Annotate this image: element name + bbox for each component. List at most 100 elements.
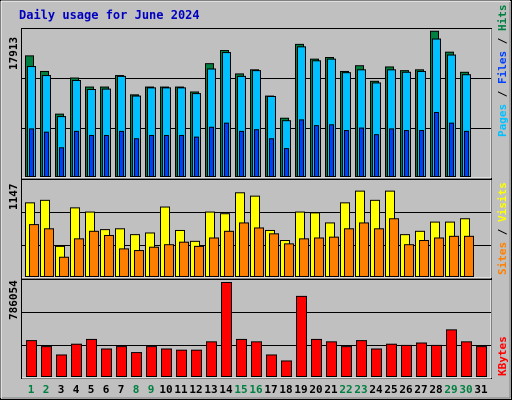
kbytes-kbytes-bar-day-9 xyxy=(146,346,157,377)
x-tick-day-30: 30 xyxy=(459,383,472,396)
x-tick-day-5: 5 xyxy=(88,383,95,396)
chart-title: Daily usage for June 2024 xyxy=(19,8,200,22)
x-tick-day-31: 31 xyxy=(474,383,488,396)
visits-sites-bar-day-30 xyxy=(464,235,474,278)
visits-sites-bar-day-20 xyxy=(314,237,324,277)
hits-pages-bar-day-20 xyxy=(314,125,319,177)
visits-legend: Sites / Visits xyxy=(496,182,509,275)
visits-sites-bar-day-16 xyxy=(254,227,264,278)
hits-pages-bar-day-5 xyxy=(89,134,94,178)
x-tick-day-20: 20 xyxy=(309,383,322,396)
kbytes-kbytes-bar-day-15 xyxy=(236,338,247,377)
visits-sites-bar-day-12 xyxy=(194,245,204,277)
hits-pages-bar-day-10 xyxy=(164,134,169,178)
x-tick-day-8: 8 xyxy=(133,383,140,396)
x-tick-day-18: 18 xyxy=(279,383,292,396)
x-tick-day-13: 13 xyxy=(204,383,217,396)
kbytes-kbytes-bar-day-1 xyxy=(26,340,37,377)
visits-sites-bar-day-19 xyxy=(299,238,309,278)
visits-sites-bar-day-23 xyxy=(359,222,369,277)
kbytes-kbytes-bar-day-19 xyxy=(296,295,307,377)
x-tick-day-15: 15 xyxy=(234,383,247,396)
hits-pages-bar-day-24 xyxy=(374,134,379,178)
hits-pages-bar-day-19 xyxy=(299,119,304,177)
visits-sites-bar-day-17 xyxy=(269,233,279,277)
visits-sites-bar-day-3 xyxy=(59,256,69,278)
visits-sites-bar-day-9 xyxy=(149,246,159,278)
x-tick-day-25: 25 xyxy=(384,383,397,396)
kbytes-kbytes-bar-day-5 xyxy=(86,338,97,377)
legend-kbytes: KBytes xyxy=(496,336,509,376)
x-tick-day-21: 21 xyxy=(324,383,338,396)
x-tick-day-24: 24 xyxy=(369,383,383,396)
kbytes-kbytes-bar-day-6 xyxy=(101,348,112,377)
visits-sites-bar-day-25 xyxy=(389,218,399,277)
kbytes-kbytes-bar-day-7 xyxy=(116,346,127,377)
visits-sites-bar-day-27 xyxy=(419,240,429,278)
hits-pages-bar-day-13 xyxy=(209,126,214,177)
visits-sites-bar-day-6 xyxy=(104,234,114,277)
visits-sites-bar-day-1 xyxy=(29,224,39,277)
x-tick-day-3: 3 xyxy=(58,383,65,396)
kbytes-legend: KBytes xyxy=(496,336,509,376)
hits-pages-bar-day-2 xyxy=(44,131,49,178)
x-tick-day-22: 22 xyxy=(339,383,352,396)
kbytes-kbytes-bar-day-17 xyxy=(266,354,277,377)
hits-pages-bar-day-11 xyxy=(179,134,184,178)
kbytes-kbytes-bar-day-13 xyxy=(206,341,217,377)
kbytes-kbytes-bar-day-27 xyxy=(416,342,427,377)
kbytes-kbytes-bar-day-24 xyxy=(371,348,382,377)
visits-sites-bar-day-24 xyxy=(374,228,384,277)
hits-pages-bar-day-29 xyxy=(449,122,454,177)
kbytes-kbytes-bar-day-20 xyxy=(311,338,322,377)
x-tick-day-29: 29 xyxy=(444,383,457,396)
visits-sites-bar-day-28 xyxy=(434,237,444,277)
visits-sites-bar-day-10 xyxy=(164,244,174,278)
kbytes-kbytes-bar-day-16 xyxy=(251,341,262,377)
visits-sites-bar-day-29 xyxy=(449,235,459,278)
kbytes-kbytes-bar-day-8 xyxy=(131,352,142,377)
hits-pages-bar-day-1 xyxy=(29,128,34,178)
visits-sites-bar-day-18 xyxy=(284,243,294,277)
kbytes-kbytes-bar-day-26 xyxy=(401,344,412,377)
visits-sites-bar-day-22 xyxy=(344,228,354,277)
x-tick-day-12: 12 xyxy=(189,383,202,396)
legend-hits: Hits xyxy=(496,5,509,32)
visits-sites-bar-day-14 xyxy=(224,230,234,277)
hits-pages-bar-day-6 xyxy=(104,134,109,178)
x-tick-day-23: 23 xyxy=(354,383,367,396)
kbytes-kbytes-bar-day-22 xyxy=(341,346,352,377)
kbytes-kbytes-bar-day-31 xyxy=(476,346,487,377)
visits-sites-bar-day-11 xyxy=(179,241,189,277)
x-tick-day-11: 11 xyxy=(174,383,188,396)
hits-pages-bar-day-16 xyxy=(254,129,259,178)
visits-sites-bar-day-26 xyxy=(404,244,414,278)
x-tick-day-19: 19 xyxy=(294,383,307,396)
hits-pages-bar-day-22 xyxy=(344,130,349,178)
hits-pages-bar-day-27 xyxy=(419,130,424,178)
x-tick-day-14: 14 xyxy=(219,383,233,396)
x-tick-day-28: 28 xyxy=(429,383,442,396)
bars-layer xyxy=(25,30,487,377)
hits-pages-bar-day-14 xyxy=(224,122,229,177)
hits-pages-bar-day-18 xyxy=(284,148,289,178)
kbytes-kbytes-bar-day-18 xyxy=(281,360,292,377)
kbytes-kbytes-bar-day-10 xyxy=(161,348,172,377)
kbytes-kbytes-bar-day-30 xyxy=(461,341,472,377)
x-tick-day-6: 6 xyxy=(103,383,110,396)
visits-sites-bar-day-8 xyxy=(134,250,144,277)
legend-visits: Visits xyxy=(496,182,509,222)
visits-sites-bar-day-4 xyxy=(74,238,84,278)
kbytes-kbytes-bar-day-29 xyxy=(446,329,457,377)
hits-pages-bar-day-12 xyxy=(194,136,199,178)
hits-pages-bar-day-23 xyxy=(359,127,364,178)
hits-pages-bar-day-25 xyxy=(389,128,394,178)
kbytes-kbytes-bar-day-21 xyxy=(326,341,337,377)
hits-ymax-label: 17913 xyxy=(7,37,20,70)
hits-pages-bar-day-7 xyxy=(119,130,124,178)
kbytes-ymax-label: 786054 xyxy=(7,280,20,320)
kbytes-kbytes-bar-day-14 xyxy=(221,282,232,377)
hits-pages-bar-day-30 xyxy=(464,130,469,178)
hits-pages-bar-day-28 xyxy=(434,111,439,177)
